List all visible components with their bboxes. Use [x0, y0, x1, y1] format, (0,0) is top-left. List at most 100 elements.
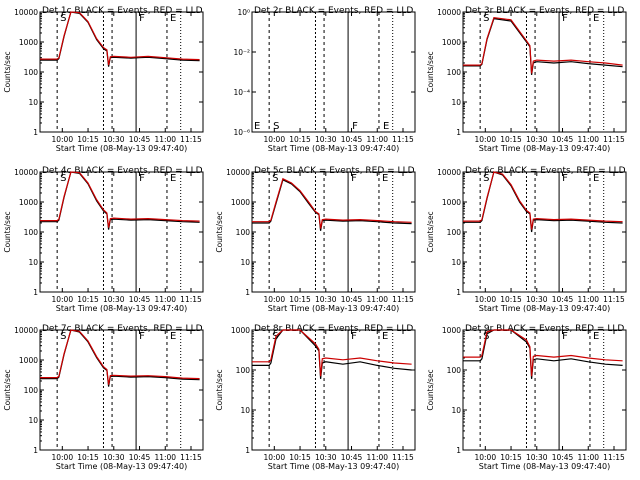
x-axis-label: Start Time (08-May-13 09:47:40): [56, 144, 187, 153]
x-tick-label: 11:00: [366, 135, 388, 144]
y-tick-label: 1000: [442, 38, 461, 47]
y-tick-label: 100: [447, 228, 462, 237]
x-tick-label: 10:15: [289, 295, 311, 304]
x-tick-label: 11:00: [154, 295, 176, 304]
y-tick-label: 100: [24, 228, 39, 237]
plot-frame: [39, 171, 204, 293]
y-tick-label: 100: [24, 386, 39, 395]
x-tick-label: 10:00: [474, 295, 496, 304]
marker-label: F: [562, 331, 568, 342]
marker-label: E: [170, 331, 176, 342]
x-tick-label: 10:30: [103, 453, 125, 462]
y-tick-label: 10000: [226, 168, 250, 177]
marker-label: E: [593, 13, 599, 24]
panel-title: Det 2r BLACK = Events, RED = LLD: [254, 6, 413, 16]
marker-label: E: [170, 13, 176, 24]
y-axis-label: Counts/sec: [426, 51, 435, 92]
panel-title: Det 8r BLACK = Events, RED = LLD: [254, 324, 413, 334]
series-line: [252, 329, 412, 377]
x-tick-label: 10:45: [129, 135, 151, 144]
y-tick-label: 1: [33, 446, 38, 455]
marker-label: F: [562, 13, 568, 24]
marker-label: F: [139, 13, 145, 24]
plot-frame: [39, 329, 204, 451]
x-tick-label: 10:00: [51, 295, 73, 304]
x-tick-label: 11:00: [577, 135, 599, 144]
panel-title: Det 7c BLACK = Events, RED = LLD: [42, 324, 203, 334]
y-tick-label: 10: [28, 416, 38, 425]
x-axis-label: Start Time (08-May-13 09:47:40): [268, 462, 399, 471]
x-tick-label: 10:45: [129, 295, 151, 304]
y-tick-label: 10000: [437, 168, 461, 177]
marker-label: F: [351, 331, 357, 342]
x-tick-label: 10:15: [500, 453, 522, 462]
marker-label: S: [60, 331, 66, 342]
y-tick-label: 100: [447, 366, 462, 375]
x-axis-label: Start Time (08-May-13 09:47:40): [479, 304, 610, 313]
marker-label: S: [483, 173, 489, 184]
marker-label: S: [60, 13, 66, 24]
y-axis-label: Counts/sec: [426, 211, 435, 252]
y-tick-label: 100: [447, 68, 462, 77]
series-line: [463, 329, 623, 377]
x-tick-label: 11:15: [180, 295, 202, 304]
y-tick-label: 10000: [437, 8, 461, 17]
y-tick-label: 1: [245, 446, 250, 455]
x-tick-label: 10:30: [526, 453, 548, 462]
y-axis-label: Counts/sec: [215, 211, 224, 252]
marker-label: F: [139, 173, 145, 184]
x-tick-label: 10:15: [77, 295, 99, 304]
series-line: [463, 18, 623, 75]
panel-title: Det 1c BLACK = Events, RED = LLD: [42, 6, 203, 16]
x-tick-label: 11:00: [366, 295, 388, 304]
series-line: [252, 178, 412, 231]
y-axis-label: Counts/sec: [426, 369, 435, 410]
panel-title: Det 6c BLACK = Events, RED = LLD: [465, 166, 626, 176]
x-tick-label: 11:15: [392, 295, 414, 304]
marker-label: S: [273, 121, 279, 132]
detector-panel: Det 2r BLACK = Events, RED = LLD E S F E 10⁰ 1…: [233, 6, 416, 153]
marker-label: S: [272, 173, 278, 184]
plot-frame: [251, 11, 416, 133]
y-axis-label: Counts/sec: [3, 369, 12, 410]
y-tick-label: 1000: [19, 38, 38, 47]
x-tick-label: 11:00: [577, 453, 599, 462]
y-tick-label: 10⁰: [237, 8, 250, 17]
y-tick-label: 100: [236, 228, 251, 237]
y-axis-label: Counts/sec: [215, 369, 224, 410]
marker-label: E: [383, 121, 389, 132]
y-tick-label: 1000: [442, 198, 461, 207]
panel-title: Det 4c BLACK = Events, RED = LLD: [42, 166, 203, 176]
marker-label: F: [352, 121, 358, 132]
x-tick-label: 10:15: [289, 453, 311, 462]
y-tick-label: 10⁻⁶: [233, 128, 250, 137]
panel-title: Det 5c BLACK = Events, RED = LLD: [254, 166, 415, 176]
x-tick-label: 11:15: [392, 135, 414, 144]
x-tick-label: 11:15: [180, 453, 202, 462]
plot-frame: [39, 11, 204, 133]
x-tick-label: 10:30: [526, 135, 548, 144]
marker-label: E: [170, 173, 176, 184]
x-tick-label: 11:15: [603, 453, 625, 462]
y-tick-label: 10000: [14, 168, 38, 177]
x-tick-label: 10:45: [341, 453, 363, 462]
y-axis-label: Counts/sec: [3, 51, 12, 92]
x-tick-label: 10:00: [51, 453, 73, 462]
series-line: [463, 171, 623, 230]
x-tick-label: 10:30: [315, 295, 337, 304]
x-tick-label: 11:15: [603, 135, 625, 144]
y-tick-label: 10000: [14, 326, 38, 335]
y-tick-label: 10: [240, 406, 250, 415]
y-tick-label: 100: [24, 68, 39, 77]
x-axis-label: Start Time (08-May-13 09:47:40): [268, 144, 399, 153]
x-tick-label: 10:00: [474, 135, 496, 144]
x-tick-label: 10:00: [263, 135, 285, 144]
y-tick-label: 1: [245, 288, 250, 297]
y-tick-label: 1: [456, 128, 461, 137]
